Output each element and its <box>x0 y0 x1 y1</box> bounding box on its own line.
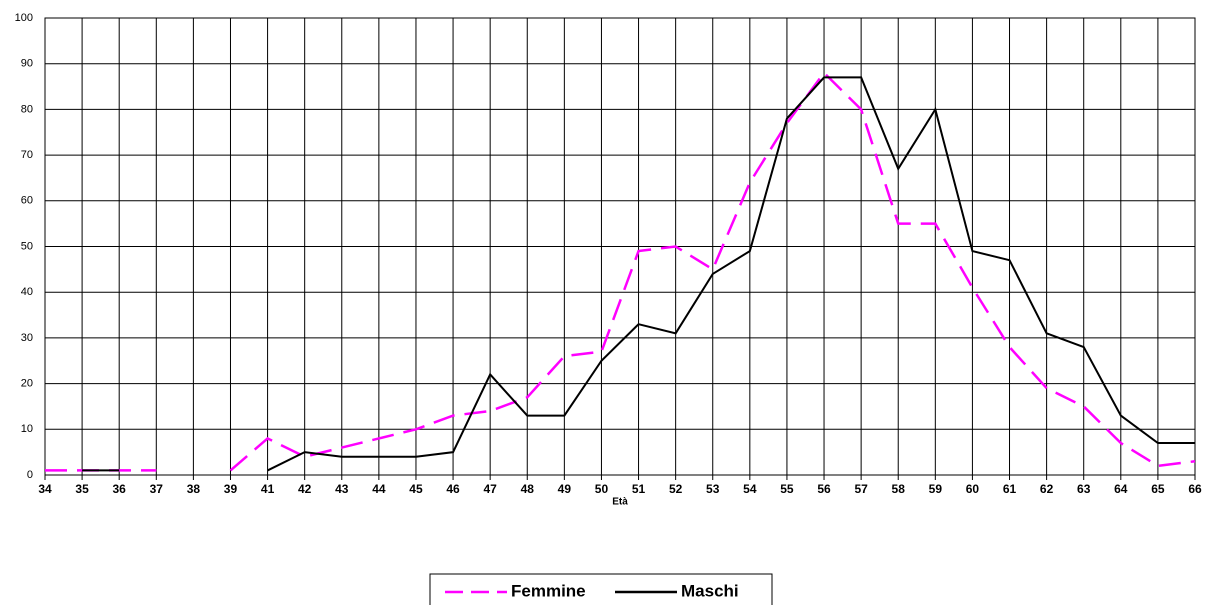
x-tick-label: 44 <box>372 482 386 496</box>
y-tick-label: 70 <box>21 149 33 161</box>
x-tick-label: 47 <box>483 482 497 496</box>
y-tick-label: 80 <box>21 103 33 115</box>
x-tick-label: 43 <box>335 482 349 496</box>
x-tick-label: 53 <box>706 482 720 496</box>
x-tick-label: 51 <box>632 482 646 496</box>
y-tick-label: 100 <box>15 12 33 24</box>
x-tick-label: 61 <box>1003 482 1017 496</box>
x-tick-label: 54 <box>743 482 757 496</box>
x-tick-label: 50 <box>595 482 609 496</box>
y-tick-label: 10 <box>21 423 33 435</box>
x-axis-label: Età <box>612 497 628 508</box>
x-tick-label: 56 <box>817 482 831 496</box>
legend-label: Maschi <box>681 581 739 600</box>
x-tick-label: 66 <box>1188 482 1202 496</box>
series-line <box>45 70 1196 472</box>
x-tick-label: 41 <box>261 482 275 496</box>
x-tick-label: 55 <box>780 482 794 496</box>
y-tick-label: 40 <box>21 286 33 298</box>
x-tick-label: 57 <box>854 482 868 496</box>
x-tick-label: 34 <box>38 482 52 496</box>
legend-label: Femmine <box>511 581 586 600</box>
x-tick-label: 62 <box>1040 482 1054 496</box>
x-tick-label: 52 <box>669 482 683 496</box>
x-tick-label: 45 <box>409 482 423 496</box>
x-tick-label: 38 <box>187 482 201 496</box>
x-tick-label: 46 <box>446 482 460 496</box>
x-tick-label: 59 <box>929 482 943 496</box>
y-tick-label: 90 <box>21 58 33 70</box>
legend-box <box>429 573 773 605</box>
series-line <box>82 76 1195 472</box>
x-tick-label: 64 <box>1114 482 1128 496</box>
y-tick-label: 0 <box>27 469 33 481</box>
x-tick-label: 35 <box>75 482 89 496</box>
x-tick-label: 58 <box>892 482 906 496</box>
x-tick-label: 60 <box>966 482 980 496</box>
x-tick-label: 39 <box>224 482 238 496</box>
x-tick-label: 63 <box>1077 482 1091 496</box>
x-tick-label: 36 <box>113 482 127 496</box>
y-tick-label: 20 <box>21 378 33 390</box>
x-tick-label: 65 <box>1151 482 1165 496</box>
x-tick-label: 49 <box>558 482 572 496</box>
x-tick-label: 48 <box>521 482 535 496</box>
x-tick-label: 37 <box>150 482 164 496</box>
x-tick-label: 42 <box>298 482 312 496</box>
y-tick-label: 50 <box>21 240 33 252</box>
y-tick-label: 60 <box>21 195 33 207</box>
y-tick-label: 30 <box>21 332 33 344</box>
